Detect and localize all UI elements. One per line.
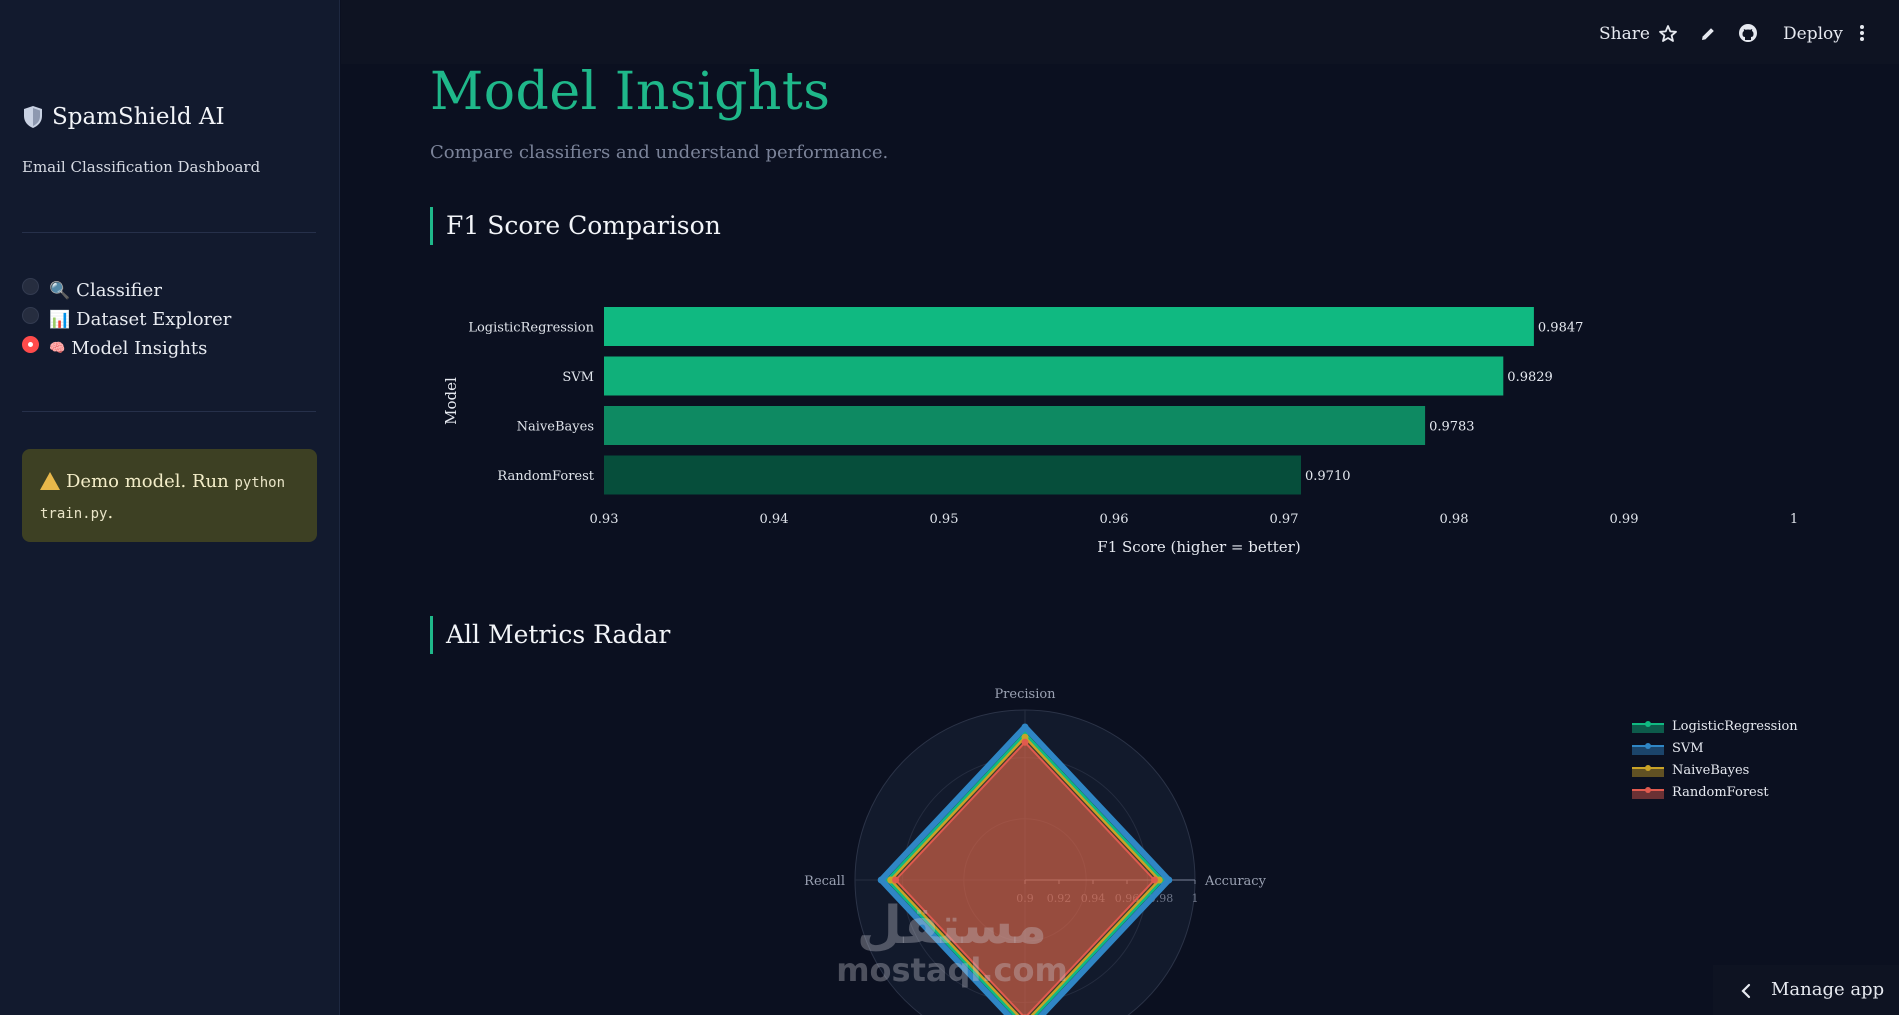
brand: SpamShield AI [22, 104, 225, 130]
bar-value-label: 0.9783 [1429, 420, 1475, 435]
bar-logisticregression [604, 307, 1534, 346]
legend-label: NaiveBayes [1672, 763, 1749, 778]
section-heading-f1: F1 Score Comparison [430, 207, 721, 245]
magnifier-icon: 🔍 [49, 280, 71, 301]
chevron-left-icon [1741, 983, 1751, 999]
legend-marker [1645, 721, 1651, 727]
brand-title: SpamShield AI [52, 104, 225, 130]
manage-app-button[interactable]: Manage app [1713, 965, 1899, 1015]
radial-tick-label: 1 [1192, 892, 1199, 905]
x-tick-label: 0.99 [1610, 512, 1639, 527]
legend-marker [1645, 743, 1651, 749]
section-heading-radar: All Metrics Radar [430, 616, 670, 654]
manage-app-label: Manage app [1771, 979, 1885, 1000]
radar-point [892, 876, 900, 884]
nav-item-label: Dataset Explorer [76, 309, 232, 330]
x-tick-label: 0.93 [590, 512, 619, 527]
x-tick-label: 0.94 [760, 512, 789, 527]
radio-button[interactable] [22, 307, 39, 324]
y-tick-label: NaiveBayes [517, 420, 594, 435]
pencil-icon[interactable] [1699, 25, 1717, 43]
warning-icon [40, 472, 60, 490]
y-tick-label: SVM [562, 370, 594, 385]
legend-marker [1645, 765, 1651, 771]
brand-subtitle: Email Classification Dashboard [22, 158, 261, 176]
page-subtitle: Compare classifiers and understand perfo… [430, 142, 889, 163]
radar-series-randomforest [894, 741, 1156, 1015]
nav-item-label: Model Insights [71, 338, 208, 359]
bar-value-label: 0.9847 [1538, 321, 1584, 336]
radar-point [877, 876, 885, 884]
radar-point [1021, 738, 1029, 746]
bar-value-label: 0.9829 [1507, 370, 1553, 385]
radio-button[interactable] [22, 278, 39, 295]
legend-label: RandomForest [1672, 785, 1769, 800]
nav-item-label: Classifier [76, 280, 162, 301]
f1-bar-chart: LogisticRegression 0.9847 SVM 0.9829 NaiveBa… [442, 307, 1798, 556]
nav-radio-group: 🔍 Classifier 📊 Dataset Explorer 🧠 Model … [22, 276, 231, 363]
x-axis-label: F1 Score (higher = better) [1097, 538, 1300, 556]
github-icon[interactable] [1738, 23, 1758, 43]
x-tick-label: 0.95 [930, 512, 959, 527]
sidebar-divider [22, 232, 316, 233]
watermark: مستقل mostaql.com [832, 900, 1072, 1000]
nav-item-classifier[interactable]: 🔍 Classifier [22, 276, 231, 305]
warning-alert: Demo model. Run python train.py. [22, 449, 317, 542]
bar-value-label: 0.9710 [1305, 469, 1351, 484]
more-vertical-icon[interactable] [1859, 24, 1865, 42]
metrics-radar-chart: PrecisionAccuracyRecall0.90.920.940.960.… [804, 687, 1267, 1015]
warning-text: Demo model. Run [66, 471, 235, 492]
radar-point [887, 876, 895, 884]
bar-randomforest [604, 455, 1301, 495]
y-tick-label: RandomForest [497, 469, 594, 484]
radio-button-selected[interactable] [22, 336, 39, 353]
radar-axis-label: Recall [804, 874, 845, 889]
radar-point [1155, 876, 1163, 884]
bar-naivebayes [604, 406, 1426, 445]
legend-swatch [1632, 790, 1664, 799]
top-bar: Share Deploy [341, 0, 1899, 64]
radar-point [1150, 876, 1158, 884]
deploy-button[interactable]: Deploy [1783, 24, 1843, 44]
nav-item-model-insights[interactable]: 🧠 Model Insights [22, 334, 231, 363]
radar-series-svm [878, 724, 1172, 1015]
star-icon[interactable] [1658, 24, 1678, 44]
legend-swatch [1632, 724, 1664, 733]
x-tick-label: 0.98 [1440, 512, 1469, 527]
radar-point [1165, 876, 1173, 884]
radar-point [1021, 733, 1029, 741]
radar-series-logisticregression [886, 732, 1164, 1015]
legend-marker [1645, 787, 1651, 793]
y-tick-label: LogisticRegression [468, 321, 594, 336]
x-tick-label: 1 [1790, 512, 1798, 527]
watermark-arabic: مستقل [856, 896, 1048, 956]
warning-code: python train.py [40, 475, 286, 522]
shield-icon [24, 106, 42, 128]
sidebar-divider [22, 411, 316, 412]
bar-svm [604, 356, 1504, 396]
legend-label: SVM [1672, 741, 1704, 756]
page-title: Model Insights [430, 62, 831, 122]
radar-legend: LogisticRegression SVM NaiveBayes RandomFor… [1632, 719, 1798, 800]
watermark-latin: mostaql.com [836, 951, 1068, 989]
warning-end: . [107, 502, 114, 523]
legend-swatch [1632, 746, 1664, 755]
radar-axis-label: Accuracy [1204, 874, 1267, 889]
legend-label: LogisticRegression [1672, 719, 1798, 734]
brain-icon: 🧠 [49, 341, 66, 356]
x-tick-label: 0.96 [1100, 512, 1129, 527]
nav-item-dataset-explorer[interactable]: 📊 Dataset Explorer [22, 305, 231, 334]
legend-swatch [1632, 768, 1664, 777]
share-button[interactable]: Share [1599, 24, 1650, 44]
radar-axis-label: Precision [994, 687, 1056, 702]
x-tick-label: 0.97 [1270, 512, 1299, 527]
radar-point [1021, 723, 1029, 731]
sidebar: SpamShield AI Email Classification Dashb… [0, 0, 340, 1015]
bar-chart-icon: 📊 [49, 309, 71, 330]
y-axis-label: Model [442, 377, 460, 425]
